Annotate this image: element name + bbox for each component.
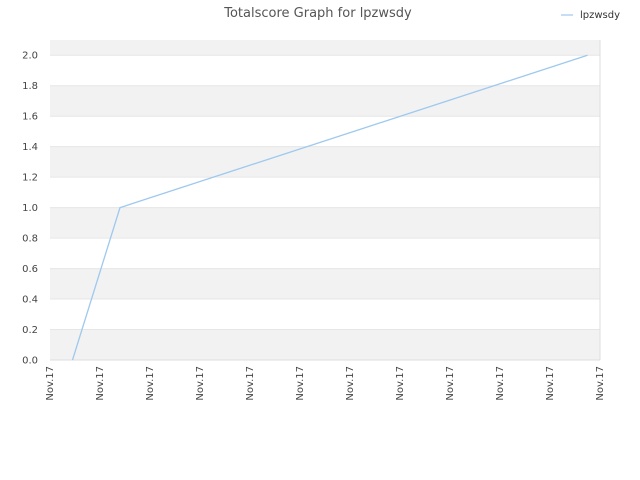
x-tick-label: Nov.17: [495, 366, 506, 401]
x-tick-label: Nov.17: [395, 366, 406, 401]
y-tick-label: 1.2: [22, 173, 38, 184]
plot-band: [50, 85, 600, 117]
y-tick-label: 2.0: [22, 51, 38, 62]
x-tick-labels: Nov.17 Nov.17 Nov.17 Nov.17 Nov.17 Nov.17 Nov.…: [45, 366, 606, 401]
y-tick-label: 0.0: [22, 356, 38, 367]
y-tick-label: 0.2: [22, 325, 38, 336]
legend-label: lpzwsdy: [580, 10, 620, 21]
legend[interactable]: lpzwsdy: [561, 10, 620, 21]
plot-bands: [50, 40, 600, 360]
x-tick-label: Nov.17: [45, 366, 56, 401]
plot-band: [50, 207, 600, 239]
plot-band: [50, 268, 600, 300]
chart-title: Totalscore Graph for lpzwsdy: [223, 6, 412, 21]
x-tick-label: Nov.17: [545, 366, 556, 401]
y-tick-label: 0.4: [22, 295, 38, 306]
y-tick-label: 1.4: [22, 142, 38, 153]
y-tick-label: 0.6: [22, 264, 38, 275]
x-tick-label: Nov.17: [595, 366, 606, 401]
x-tick-label: Nov.17: [145, 366, 156, 401]
y-tick-label: 1.8: [22, 81, 38, 92]
y-tick-label: 1.6: [22, 112, 38, 123]
series-line: [71, 54, 588, 361]
y-tick-labels: 0.0 0.2 0.4 0.6 0.8 1.0 1.2 1.4 1.6 1.8 2.0: [22, 51, 38, 367]
series-layer: [71, 54, 588, 361]
plot-band: [50, 40, 600, 56]
y-tick-label: 0.8: [22, 234, 38, 245]
x-tick-label: Nov.17: [345, 366, 356, 401]
axes: [50, 40, 601, 361]
plot-band: [50, 146, 600, 178]
x-tick-label: Nov.17: [445, 366, 456, 401]
x-tick-label: Nov.17: [95, 366, 106, 401]
y-tick-label: 1.0: [22, 203, 38, 214]
x-tick-label: Nov.17: [195, 366, 206, 401]
plot-band: [50, 329, 600, 360]
gridlines: [50, 54, 600, 361]
x-tick-label: Nov.17: [245, 366, 256, 401]
x-tick-label: Nov.17: [295, 366, 306, 401]
